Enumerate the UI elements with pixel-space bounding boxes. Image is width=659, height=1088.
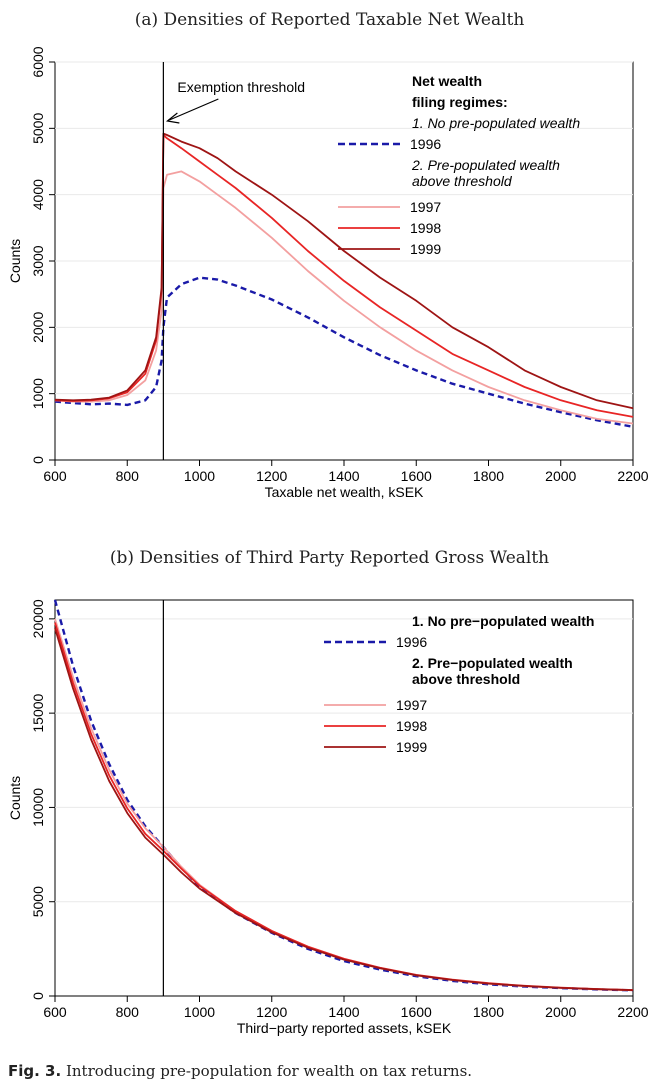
y-tick-label: 15000 (30, 693, 46, 732)
legend-label-1996: 1996 (396, 634, 427, 650)
legend-heading: Net wealth (412, 73, 482, 89)
legend-label-1997: 1997 (396, 697, 427, 713)
legend-heading-2: filing regimes: (412, 94, 508, 110)
x-tick-label: 1000 (184, 468, 215, 484)
series-line-1999 (54, 132, 634, 410)
legend-label-1996: 1996 (410, 136, 441, 152)
legend-group-2-line-2: above threshold (412, 173, 513, 189)
plot-area (54, 599, 634, 997)
x-tick-label: 1400 (328, 1004, 359, 1020)
x-tick-label: 1600 (401, 1004, 432, 1020)
figure-caption: Fig. 3. Introducing pre-population for w… (8, 1062, 653, 1080)
legend-label-1998: 1998 (396, 718, 427, 734)
y-axis-label: Counts (7, 239, 23, 283)
x-tick-label: 2200 (617, 1004, 648, 1020)
caption-text: Introducing pre-population for wealth on… (65, 1062, 473, 1080)
y-tick-label: 20000 (30, 599, 46, 638)
legend-label-1997: 1997 (410, 199, 441, 215)
y-tick-label: 0 (30, 456, 46, 464)
legend-label-1999: 1999 (410, 241, 441, 257)
x-tick-label: 1400 (328, 468, 359, 484)
series-line-1998 (54, 134, 634, 418)
y-tick-label: 2000 (30, 312, 46, 343)
y-tick-label: 3000 (30, 245, 46, 276)
legend-label-1999: 1999 (396, 739, 427, 755)
x-tick-label: 600 (43, 468, 67, 484)
legend-group-2: 2. Pre−populated wealth (412, 655, 573, 671)
series-line-1999 (54, 628, 634, 992)
threshold-arrowhead (165, 112, 180, 124)
x-tick-label: 1600 (401, 468, 432, 484)
y-tick-label: 0 (30, 992, 46, 1000)
x-tick-label: 2000 (545, 1004, 576, 1020)
y-axis-label: Counts (7, 776, 23, 820)
x-tick-label: 1800 (473, 468, 504, 484)
x-tick-label: 800 (116, 1004, 140, 1020)
y-tick-label: 5000 (30, 113, 46, 144)
panel-a-title: (a) Densities of Reported Taxable Net We… (134, 10, 525, 30)
caption-label: Fig. 3. (8, 1062, 62, 1080)
x-tick-label: 800 (116, 468, 140, 484)
threshold-annotation: Exemption threshold (177, 79, 305, 95)
legend-label-1998: 1998 (410, 220, 441, 236)
y-tick-label: 4000 (30, 179, 46, 210)
x-axis-label: Taxable net wealth, kSEK (265, 484, 424, 500)
x-tick-label: 1000 (184, 1004, 215, 1020)
x-axis-label: Third−party reported assets, kSEK (237, 1020, 452, 1036)
threshold-arrow-shaft (169, 98, 219, 121)
x-tick-label: 2200 (617, 468, 648, 484)
y-tick-label: 10000 (30, 788, 46, 827)
chart-b: 0 5000 10000 15000 20000 600 800 1000 1200 1400 16… (7, 599, 649, 1036)
x-tick-label: 1800 (473, 1004, 504, 1020)
x-tick-label: 1200 (256, 1004, 287, 1020)
x-tick-label: 1200 (256, 468, 287, 484)
panel-b-title: (b) Densities of Third Party Reported Gr… (109, 548, 550, 568)
series-line-1997 (54, 170, 634, 425)
legend-group-2-line-2: above threshold (412, 671, 520, 687)
legend-group-1: 1. No pre-populated wealth (412, 115, 580, 131)
chart-a: 0 1000 2000 3000 4000 5000 6000 600 800 1000 1200 1… (7, 46, 649, 500)
legend-group-1: 1. No pre−populated wealth (412, 613, 594, 629)
y-tick-label: 5000 (30, 886, 46, 917)
x-tick-label: 600 (43, 1004, 67, 1020)
series-line-1996 (54, 276, 634, 428)
x-tick-label: 2000 (545, 468, 576, 484)
y-tick-label: 1000 (30, 378, 46, 409)
y-tick-label: 6000 (30, 46, 46, 77)
legend-group-2: 2. Pre-populated wealth (411, 157, 560, 173)
